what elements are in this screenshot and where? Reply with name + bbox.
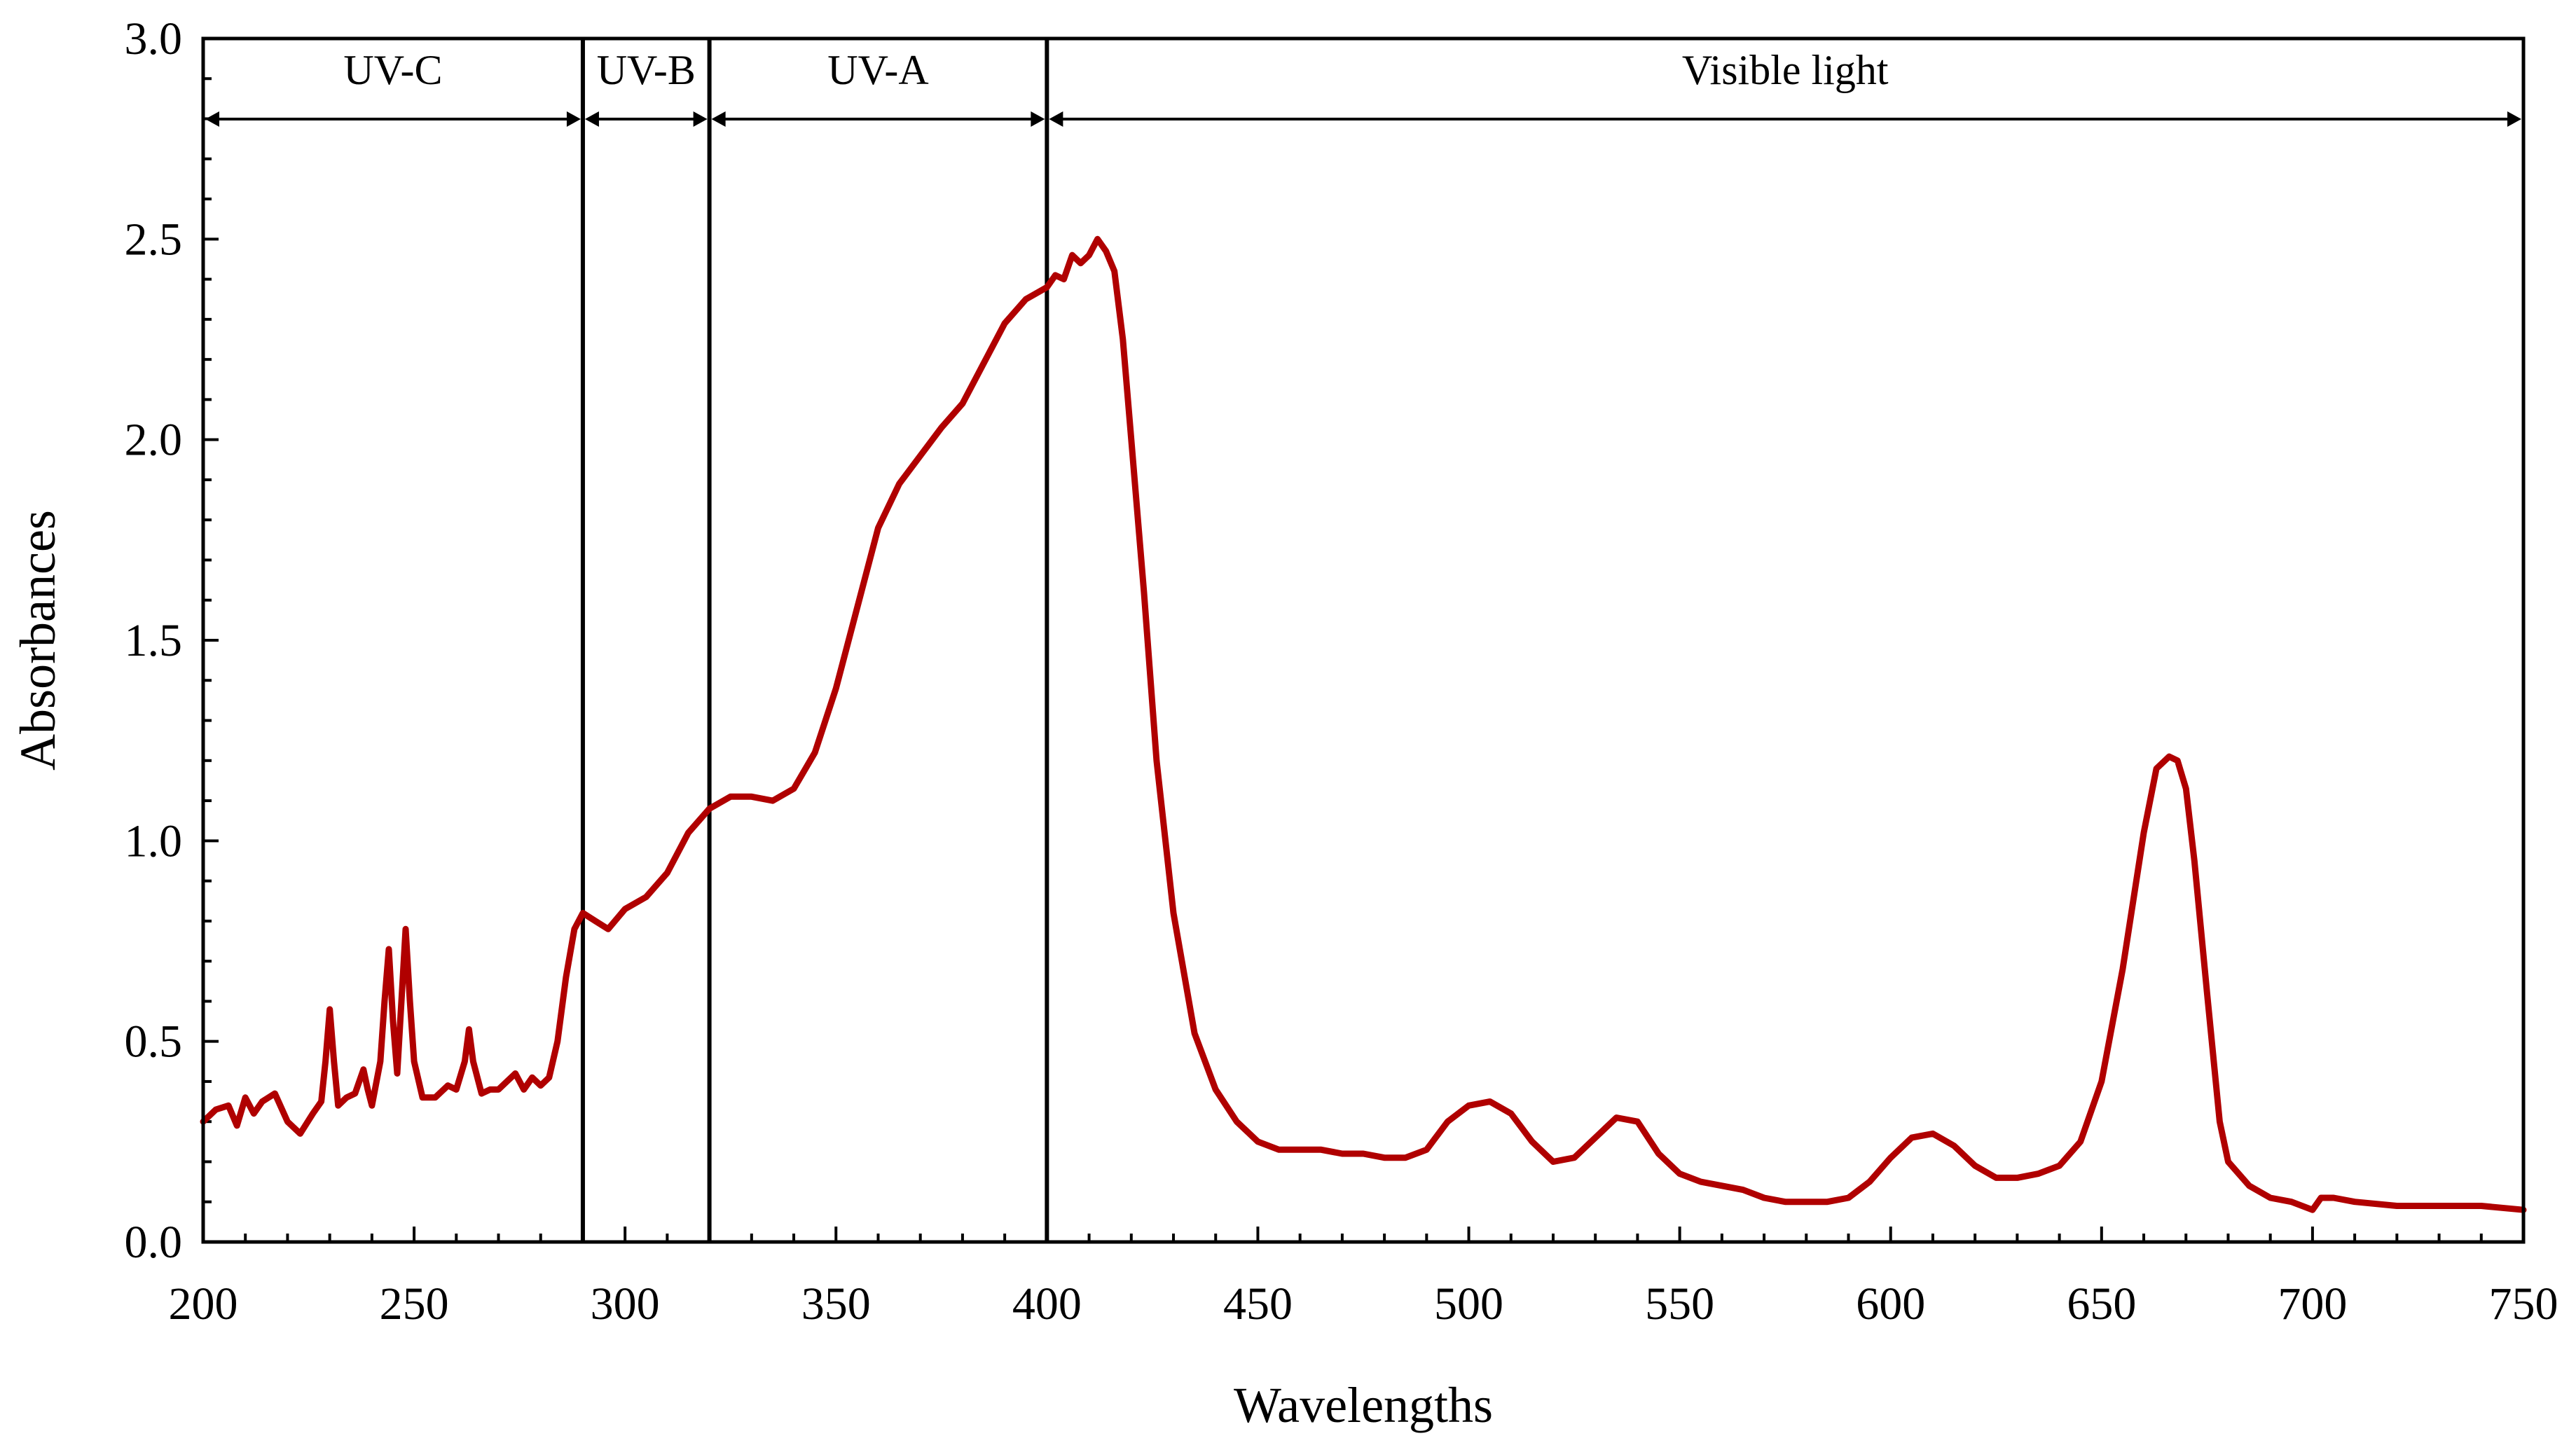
y-tick-label: 3.0 — [125, 13, 183, 64]
region-label: UV-B — [597, 47, 696, 93]
arrowhead-left-icon — [205, 111, 219, 127]
data-series — [200, 235, 2527, 1213]
x-tick-label: 500 — [1434, 1278, 1503, 1330]
y-tick-label: 1.5 — [125, 615, 183, 666]
x-tick-label: 400 — [1012, 1278, 1082, 1330]
x-axis-title: Wavelengths — [1234, 1377, 1493, 1433]
x-tick-label: 450 — [1223, 1278, 1293, 1330]
series-line — [200, 235, 2527, 1213]
region-label: UV-C — [343, 47, 442, 93]
y-tick-label: 2.0 — [125, 415, 183, 466]
arrowhead-right-icon — [566, 111, 581, 127]
y-tick-label: 1.0 — [125, 815, 183, 866]
y-tick-label: 0.5 — [125, 1016, 183, 1068]
x-tick-label: 650 — [2067, 1278, 2136, 1330]
arrowhead-right-icon — [1031, 111, 1045, 127]
arrowhead-left-icon — [584, 111, 599, 127]
region-label: UV-A — [827, 47, 928, 93]
arrowhead-left-icon — [1049, 111, 1063, 127]
y-tick-label: 2.5 — [125, 214, 183, 265]
x-tick-label: 600 — [1856, 1278, 1925, 1330]
arrowhead-left-icon — [711, 111, 726, 127]
arrowhead-right-icon — [693, 111, 708, 127]
x-tick-label: 200 — [169, 1278, 238, 1330]
y-axis-ticks: 0.0 0.5 1.0 1.5 2.0 2.5 3.0 — [125, 13, 219, 1268]
x-tick-label: 250 — [380, 1278, 449, 1330]
arrowhead-right-icon — [2507, 111, 2521, 127]
x-tick-label: 750 — [2489, 1278, 2558, 1330]
region-label: Visible light — [1682, 47, 1889, 93]
spectral-regions: UV-C UV-B UV-A Visible light — [205, 39, 2521, 1242]
plot-frame — [201, 36, 2526, 1244]
x-tick-label: 300 — [591, 1278, 660, 1330]
x-tick-label: 700 — [2278, 1278, 2347, 1330]
y-tick-label: 0.0 — [125, 1217, 183, 1268]
y-axis-title: Absorbances — [10, 510, 66, 771]
x-tick-label: 350 — [801, 1278, 871, 1330]
x-tick-label: 550 — [1645, 1278, 1714, 1330]
